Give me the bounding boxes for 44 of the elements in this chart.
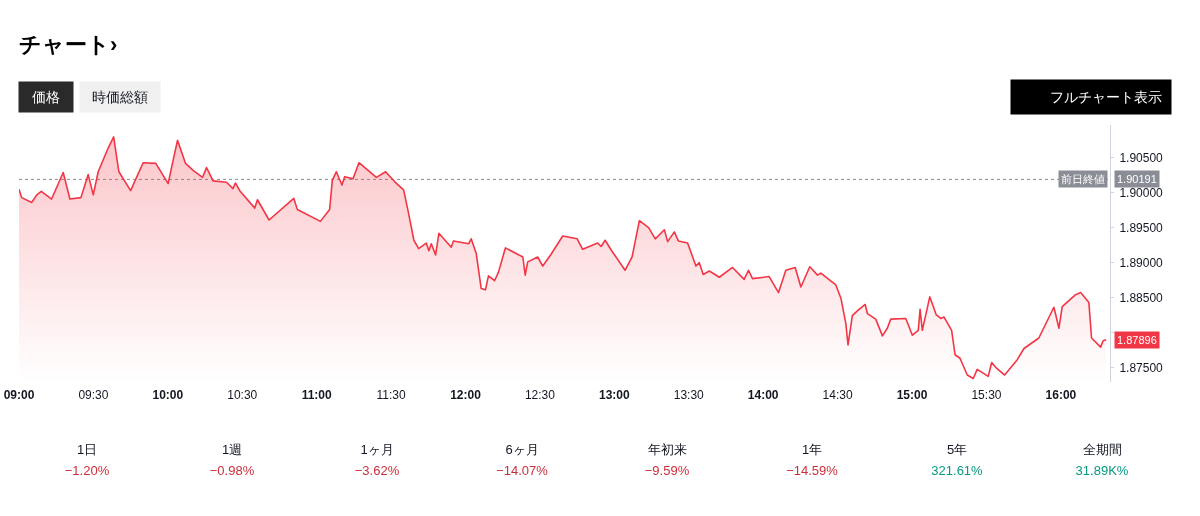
ref-line-label: 前日終値 bbox=[1061, 173, 1105, 185]
x-tick-label: 14:00 bbox=[747, 388, 779, 402]
category-label: 1ヶ月 bbox=[360, 441, 394, 457]
category-label: 5年 bbox=[946, 441, 968, 457]
x-tick-label: 12:00 bbox=[450, 388, 482, 402]
x-tick-label: 16:00 bbox=[1045, 388, 1077, 402]
category-label: 1日 bbox=[76, 441, 98, 457]
x-tick-label: 15:30 bbox=[971, 388, 1002, 402]
x-tick-label: 11:30 bbox=[376, 388, 406, 402]
y-tick-label: 1.87500 bbox=[1119, 360, 1164, 375]
chart-title: チャート› bbox=[19, 31, 118, 57]
category-label: 6ヶ月 bbox=[505, 441, 539, 457]
data-label: 31.89K% bbox=[1075, 462, 1129, 478]
y-tick-label: 1.89500 bbox=[1119, 220, 1164, 235]
text: 時価総額 bbox=[92, 89, 148, 105]
y-tick-label: 1.88500 bbox=[1119, 290, 1164, 305]
data-label: 321.61% bbox=[931, 462, 984, 478]
category-label: 全期間 bbox=[1082, 441, 1122, 457]
category-label: 1週 bbox=[221, 441, 243, 457]
data-label: −0.98% bbox=[209, 462, 255, 478]
x-tick-label: 10:00 bbox=[152, 388, 184, 402]
data-label: 1.87896 bbox=[1117, 334, 1157, 346]
y-tick-label: 1.90000 bbox=[1119, 185, 1164, 200]
data-label: −3.62% bbox=[354, 462, 400, 478]
x-tick-label: 15:00 bbox=[896, 388, 928, 402]
category-label: 1年 bbox=[801, 441, 823, 457]
x-tick-label: 13:00 bbox=[599, 388, 631, 402]
data-label: −1.20% bbox=[64, 462, 110, 478]
y-tick-label: 1.90500 bbox=[1119, 151, 1164, 166]
data-label: −14.59% bbox=[786, 462, 839, 478]
data-label: −14.07% bbox=[496, 462, 549, 478]
data-label: −9.59% bbox=[644, 462, 690, 478]
x-tick-label: 13:30 bbox=[673, 388, 705, 402]
text: 1.90191 bbox=[1117, 173, 1157, 185]
x-tick-label: 11:00 bbox=[301, 388, 333, 402]
x-tick-label: 09:30 bbox=[78, 388, 109, 402]
category-label: 年初来 bbox=[647, 441, 687, 457]
text: 価格 bbox=[32, 89, 60, 105]
x-tick-label: 14:30 bbox=[822, 388, 853, 402]
y-tick-label: 1.89000 bbox=[1119, 255, 1164, 270]
x-tick-label: 09:00 bbox=[3, 388, 35, 402]
text: フルチャート表示 bbox=[1050, 89, 1162, 105]
x-tick-label: 10:30 bbox=[227, 388, 258, 402]
x-tick-label: 12:30 bbox=[524, 388, 556, 402]
